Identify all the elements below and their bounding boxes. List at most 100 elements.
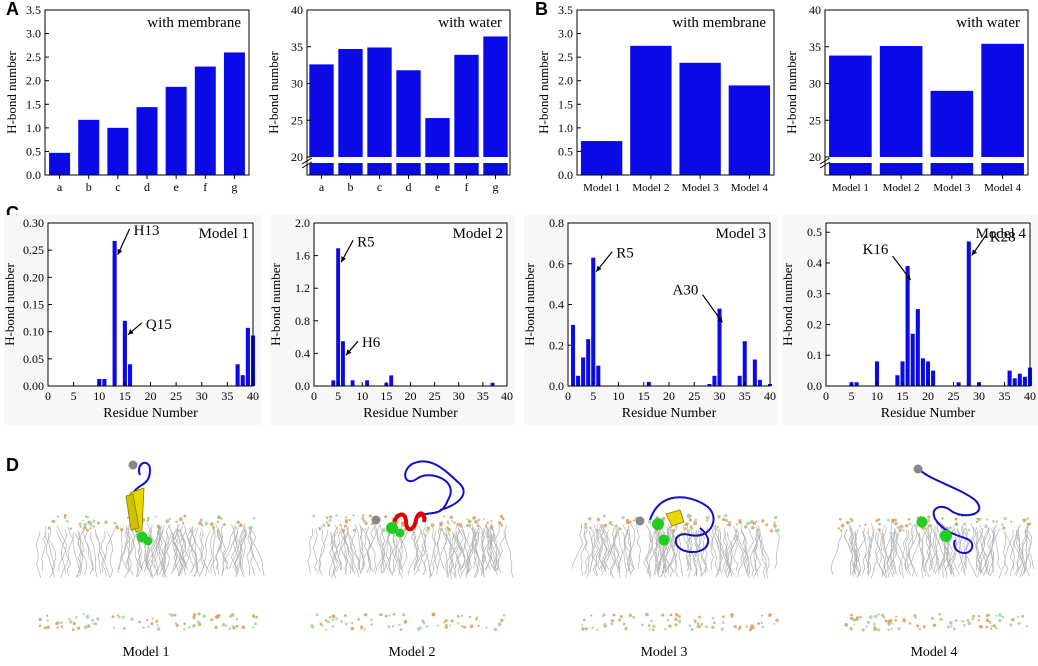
y-tick-label: 1.0	[558, 121, 573, 135]
lipid-headgroup	[198, 521, 203, 526]
lipid-headgroup	[325, 521, 329, 525]
lipid-headgroup	[721, 517, 726, 522]
lipid-tail	[895, 532, 904, 578]
axis-break-gap	[826, 157, 1027, 163]
bar-residue-35	[742, 341, 747, 386]
lipid-tail	[916, 524, 924, 570]
x-tick-label: 30	[714, 389, 726, 403]
bar-residue-15	[122, 320, 127, 386]
lipid-headgroup	[839, 529, 843, 532]
lipid-headgroup	[761, 519, 765, 523]
lipid-tail	[870, 532, 880, 579]
plot-area	[48, 223, 253, 386]
lipid-tail	[595, 524, 601, 570]
lipid-headgroup	[368, 514, 372, 518]
lipid-tail	[343, 531, 360, 578]
coil	[649, 496, 715, 554]
lipid-tail	[485, 525, 493, 571]
y-tick-label: 35	[291, 40, 303, 54]
lipid-headgroup	[650, 619, 653, 623]
lipid-headgroup	[972, 614, 975, 618]
lipid-headgroup	[456, 523, 460, 526]
bar-residue-16	[127, 364, 133, 386]
lipid-tail	[875, 529, 885, 576]
y-tick-label: 30	[291, 77, 303, 91]
lipid-headgroup	[175, 520, 178, 524]
lipid-headgroup	[348, 518, 351, 522]
lipid-tail	[629, 523, 636, 570]
lipid-headgroup	[104, 520, 108, 524]
y-tick-label: 2.5	[558, 50, 573, 64]
lipid-tail	[963, 523, 975, 570]
lipid-tail	[41, 525, 47, 572]
x-tick-label: 15	[380, 389, 392, 403]
lipid-headgroup	[38, 617, 42, 622]
lipid-headgroup	[177, 529, 181, 533]
annotation-arrowhead	[345, 349, 352, 356]
lipid-headgroup	[918, 627, 921, 631]
lipid-headgroup	[922, 625, 926, 629]
lipid-headgroup	[1003, 517, 1007, 520]
lipid-headgroup	[327, 523, 331, 527]
lipid-headgroup	[252, 626, 255, 629]
lipid-tail	[443, 531, 452, 578]
lipid-headgroup	[967, 528, 971, 532]
lipid-headgroup	[932, 623, 937, 628]
x-tick-label: 40	[501, 389, 513, 403]
x-tick-label: g	[493, 180, 499, 194]
lipid-headgroup	[880, 613, 885, 618]
y-tick-label: 0.0	[26, 168, 41, 182]
y-axis-label: H-bond number	[536, 50, 551, 133]
lipid-headgroup	[913, 524, 916, 527]
x-tick-label: 5	[71, 389, 77, 403]
lipid-headgroup	[855, 618, 858, 622]
lipid-headgroup	[326, 620, 330, 624]
lipid-headgroup	[652, 624, 656, 629]
lipid-headgroup	[146, 516, 150, 521]
lipid-headgroup	[749, 521, 753, 525]
lipid-tail	[741, 530, 749, 577]
lipid-headgroup	[445, 623, 448, 627]
lipid-headgroup	[88, 521, 93, 525]
lipid-headgroup	[456, 622, 460, 625]
lipid-headgroup	[423, 622, 426, 625]
lipid-tail	[894, 527, 909, 574]
lipid-headgroup	[364, 521, 368, 525]
lipid-headgroup	[199, 518, 203, 522]
lipid-tail	[312, 528, 319, 575]
lipid-headgroup	[343, 524, 348, 528]
lipid-headgroup	[387, 625, 391, 629]
lipid-headgroup	[83, 522, 87, 527]
lipid-headgroup	[312, 514, 316, 518]
lipid-headgroup	[726, 523, 729, 526]
lipid-tail	[980, 527, 1001, 574]
lipid-tail	[73, 532, 82, 578]
lipid-tail	[307, 528, 313, 575]
lipid-headgroup	[138, 620, 141, 624]
bar-a	[49, 152, 71, 175]
lipid-headgroup	[907, 517, 911, 521]
lipid-headgroup	[196, 620, 201, 624]
lipid-tail	[472, 524, 481, 570]
y-tick-label: 20	[291, 150, 303, 164]
lipid-headgroup	[760, 621, 763, 624]
lipid-headgroup	[864, 523, 867, 526]
lipid-tail	[830, 528, 843, 575]
y-tick-label: 0.6	[549, 257, 564, 271]
lipid-headgroup	[311, 625, 315, 629]
lipid-tail	[1016, 531, 1025, 578]
peptide-model-3	[635, 496, 715, 554]
lipid-tail	[600, 529, 608, 576]
lipid-headgroup	[459, 525, 463, 528]
lipid-headgroup	[500, 618, 504, 623]
lipid-headgroup	[345, 622, 348, 626]
lipid-tail	[1004, 529, 1014, 576]
lipid-headgroup	[352, 514, 355, 517]
lipid-tail	[754, 525, 761, 571]
n-terminus	[128, 460, 138, 470]
lipid-tail	[362, 523, 377, 570]
bar-residue-20	[925, 361, 931, 386]
lipid-tail	[882, 526, 888, 573]
lipid-headgroup	[92, 519, 96, 523]
lipid-headgroup	[647, 520, 652, 524]
